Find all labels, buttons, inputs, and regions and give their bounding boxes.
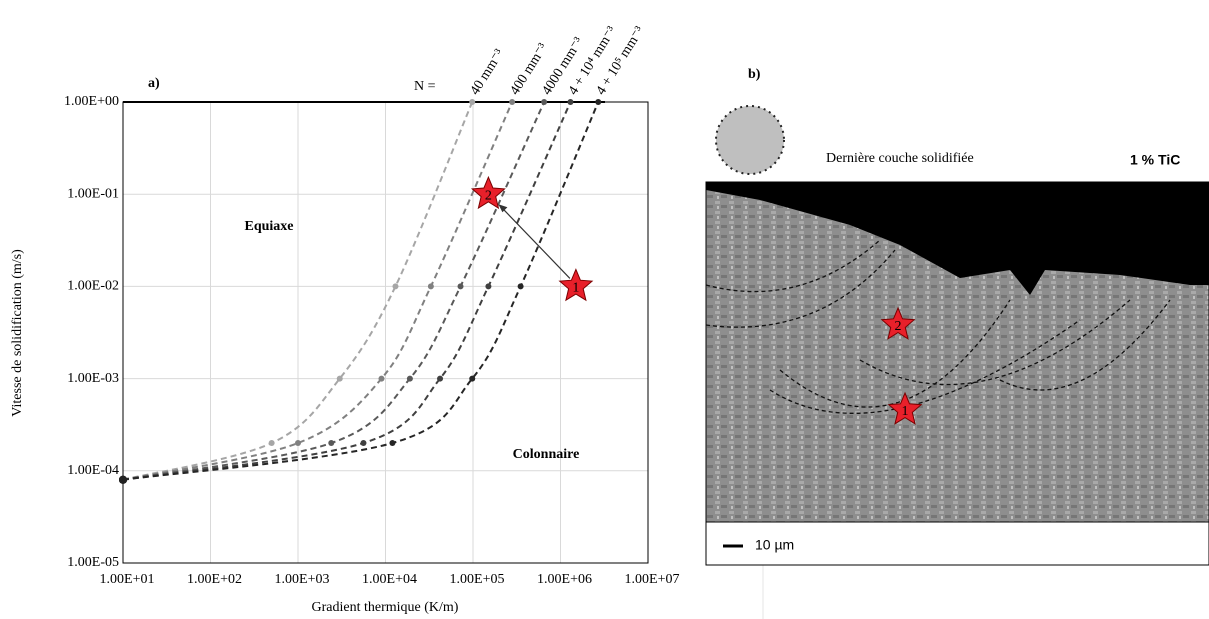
scale-label: 10 µm [755,537,794,553]
x-tick-label: 1.00E+07 [625,572,680,587]
marker-star [558,268,594,302]
data-point [469,375,476,382]
y-tick-label: 1.00E+00 [64,94,119,109]
x-tick-label: 1.00E+04 [362,572,417,587]
panel-label: a) [148,76,160,91]
x-tick-label: 1.00E+06 [537,572,592,587]
data-point [437,375,444,382]
melt-pool-lines [705,239,1171,414]
y-tick-label: 1.00E-05 [67,555,119,570]
chart-a: a) 1.00E+01 1.00E+02 1.00E+03 1.00E+04 1.00E+… [10,24,679,615]
x-tick-label: 1.00E+03 [275,572,330,587]
marker-label: 2 [485,188,492,203]
particle-icon [715,105,785,175]
composition: 1 % TiC [1130,152,1180,168]
marker-star [470,175,506,210]
series-line [122,101,546,481]
series-line [122,101,514,481]
data-point [392,283,399,290]
series-line [122,101,600,481]
x-axis-title: Gradient thermique (K/m) [312,600,459,615]
micrograph-b: b) Dernière couche solidifiée 1 % TiC 21… [705,67,1209,619]
y-tick-label: 1.00E-01 [67,186,119,201]
data-point [595,99,602,105]
data-point [378,375,385,382]
annotation: Equiaxe [244,219,293,234]
data-point [509,99,516,105]
y-axis-title: Vitesse de solidification (m/s) [10,249,25,417]
data-point [469,99,476,105]
data-point [485,283,492,290]
data-point [328,440,335,447]
data-point [336,375,343,382]
series-prefix: N = [414,79,436,94]
data-point [295,440,301,447]
y-tick-label: 1.00E-02 [67,279,119,294]
data-point [517,283,524,290]
data-point [406,375,413,382]
micro-star [887,391,923,425]
data-point [268,440,275,447]
series-label: 40 mm⁻³ [468,47,508,98]
data-point [119,475,127,484]
data-point [541,99,548,105]
data-point [389,440,396,447]
x-tick-label: 1.00E+05 [450,572,505,587]
series-line [122,101,572,481]
data-point [457,283,464,290]
micro-star-label: 2 [895,319,902,334]
marker-label: 1 [572,281,579,296]
panel-label: b) [748,67,761,82]
micro-star-label: 1 [902,404,909,419]
x-tick-label: 1.00E+02 [187,572,242,587]
arrow-head [498,204,508,213]
annotation: Colonnaire [513,447,580,462]
micro-stars: 21 [880,306,923,425]
data-point [567,99,574,105]
micro-star [880,306,916,340]
y-tick-label: 1.00E-03 [67,371,119,386]
series-line [122,101,474,481]
scale-box [705,521,1209,566]
void-region [706,182,1209,295]
y-tick-label: 1.00E-04 [67,463,119,478]
data-point [360,440,367,447]
caption: Dernière couche solidifiée [826,151,974,166]
data-point [427,283,434,290]
x-tick-label: 1.00E+01 [100,572,155,587]
arrow [499,205,571,279]
